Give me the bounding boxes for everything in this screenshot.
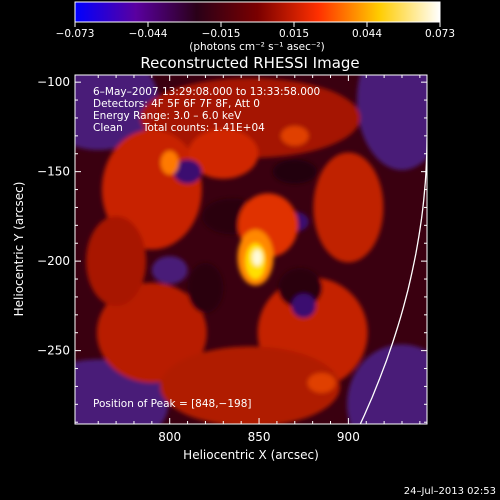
chart-title: Reconstructed RHESSI Image — [140, 54, 359, 72]
heatmap-blob — [280, 125, 309, 146]
heatmap-blob — [173, 159, 202, 184]
colorbar-tick-label: 0.073 — [425, 28, 455, 40]
colorbar: −0.073 −0.044 −0.015 0.015 0.044 0.073 (photo… — [56, 1, 455, 53]
heatmap-blob — [347, 344, 427, 424]
heatmap-blob — [252, 249, 263, 266]
colorbar-tick-label: 0.015 — [279, 28, 309, 40]
colorbar-tick-label: 0.044 — [352, 28, 382, 40]
colorbar-tick-label: −0.015 — [202, 28, 241, 40]
x-tick-label: 800 — [158, 430, 181, 444]
heatmap-blob — [160, 150, 179, 175]
heatmap-blob — [75, 75, 159, 151]
heatmap-area — [75, 75, 427, 424]
plot-frame — [74, 74, 428, 425]
y-tick-label: −100 — [37, 75, 70, 89]
solar-limb-line — [359, 137, 427, 424]
heatmap-blob — [307, 372, 336, 393]
heatmap-blob — [151, 256, 188, 285]
colorbar-tick-label: −0.073 — [56, 28, 95, 40]
heatmap-blob — [86, 216, 147, 307]
colorbar-bar — [74, 1, 441, 23]
y-axis-ticks: −100 −150 −200 −250 — [37, 75, 427, 423]
heatmap-blob — [313, 152, 384, 263]
annotation-time-range: 6–May–2007 13:29:08.000 to 13:33:58.000 — [93, 86, 321, 98]
heatmap-blob — [187, 262, 224, 313]
heatmap-blob — [356, 75, 427, 171]
x-axis-label: Heliocentric X (arcsec) — [183, 448, 319, 462]
heatmap-blob — [160, 346, 341, 424]
x-tick-label: 900 — [337, 430, 360, 444]
heatmap-blob — [188, 128, 259, 179]
colorbar-unit-label: (photons cm⁻² s⁻¹ asec⁻²) — [189, 41, 324, 53]
footer-timestamp: 24–Jul–2013 02:53 — [403, 486, 496, 497]
colorbar-tick-label: −0.044 — [129, 28, 168, 40]
annotation-peak-position: Position of Peak = [848,−198] — [93, 398, 252, 410]
annotation-detectors: Detectors: 4F 5F 6F 7F 8F, Att 0 — [93, 98, 260, 110]
y-tick-label: −250 — [37, 344, 70, 358]
x-tick-label: 850 — [248, 430, 271, 444]
x-axis-ticks: 800 850 900 — [97, 75, 421, 444]
heatmap-blob — [272, 159, 317, 184]
y-axis-label: Heliocentric Y (arcsec) — [12, 182, 26, 317]
colorbar-ticks: −0.073 −0.044 −0.015 0.015 0.044 0.073 — [56, 22, 455, 40]
heatmap-blob — [291, 293, 316, 318]
heatmap-blob — [96, 282, 207, 383]
y-tick-label: −150 — [37, 165, 70, 179]
y-tick-label: −200 — [37, 254, 70, 268]
heatmap-blobs — [75, 75, 427, 424]
annotation-energy-range: Energy Range: 3.0 – 6.0 keV — [93, 110, 242, 122]
annotation-clean-counts: Clean Total counts: 1.41E+04 — [93, 122, 265, 134]
